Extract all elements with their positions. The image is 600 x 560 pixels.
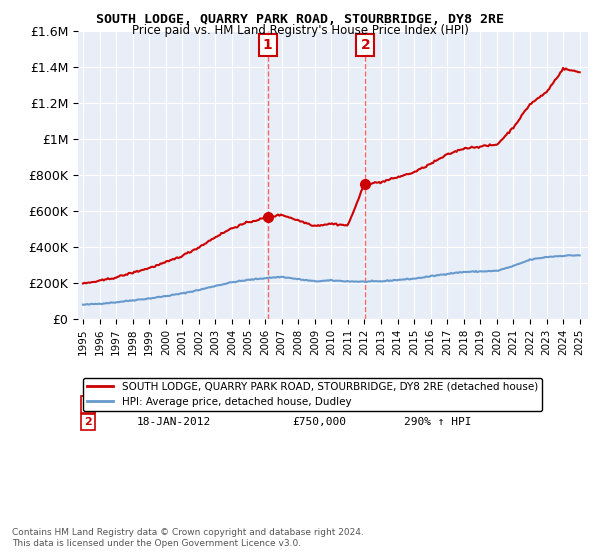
Text: Price paid vs. HM Land Registry's House Price Index (HPI): Price paid vs. HM Land Registry's House … <box>131 24 469 37</box>
Text: 1: 1 <box>263 38 272 52</box>
Text: £565,000: £565,000 <box>292 399 346 409</box>
Text: 18-JAN-2012: 18-JAN-2012 <box>137 417 211 427</box>
Legend: SOUTH LODGE, QUARRY PARK ROAD, STOURBRIDGE, DY8 2RE (detached house), HPI: Avera: SOUTH LODGE, QUARRY PARK ROAD, STOURBRID… <box>83 378 542 411</box>
Text: 2: 2 <box>361 38 370 52</box>
Text: SOUTH LODGE, QUARRY PARK ROAD, STOURBRIDGE, DY8 2RE: SOUTH LODGE, QUARRY PARK ROAD, STOURBRID… <box>96 13 504 26</box>
Text: 186% ↑ HPI: 186% ↑ HPI <box>404 399 472 409</box>
Text: £750,000: £750,000 <box>292 417 346 427</box>
Text: 1: 1 <box>85 399 92 409</box>
Text: 2: 2 <box>85 417 92 427</box>
Text: 290% ↑ HPI: 290% ↑ HPI <box>404 417 472 427</box>
Text: 28-FEB-2006: 28-FEB-2006 <box>137 399 211 409</box>
Text: Contains HM Land Registry data © Crown copyright and database right 2024.
This d: Contains HM Land Registry data © Crown c… <box>12 528 364 548</box>
